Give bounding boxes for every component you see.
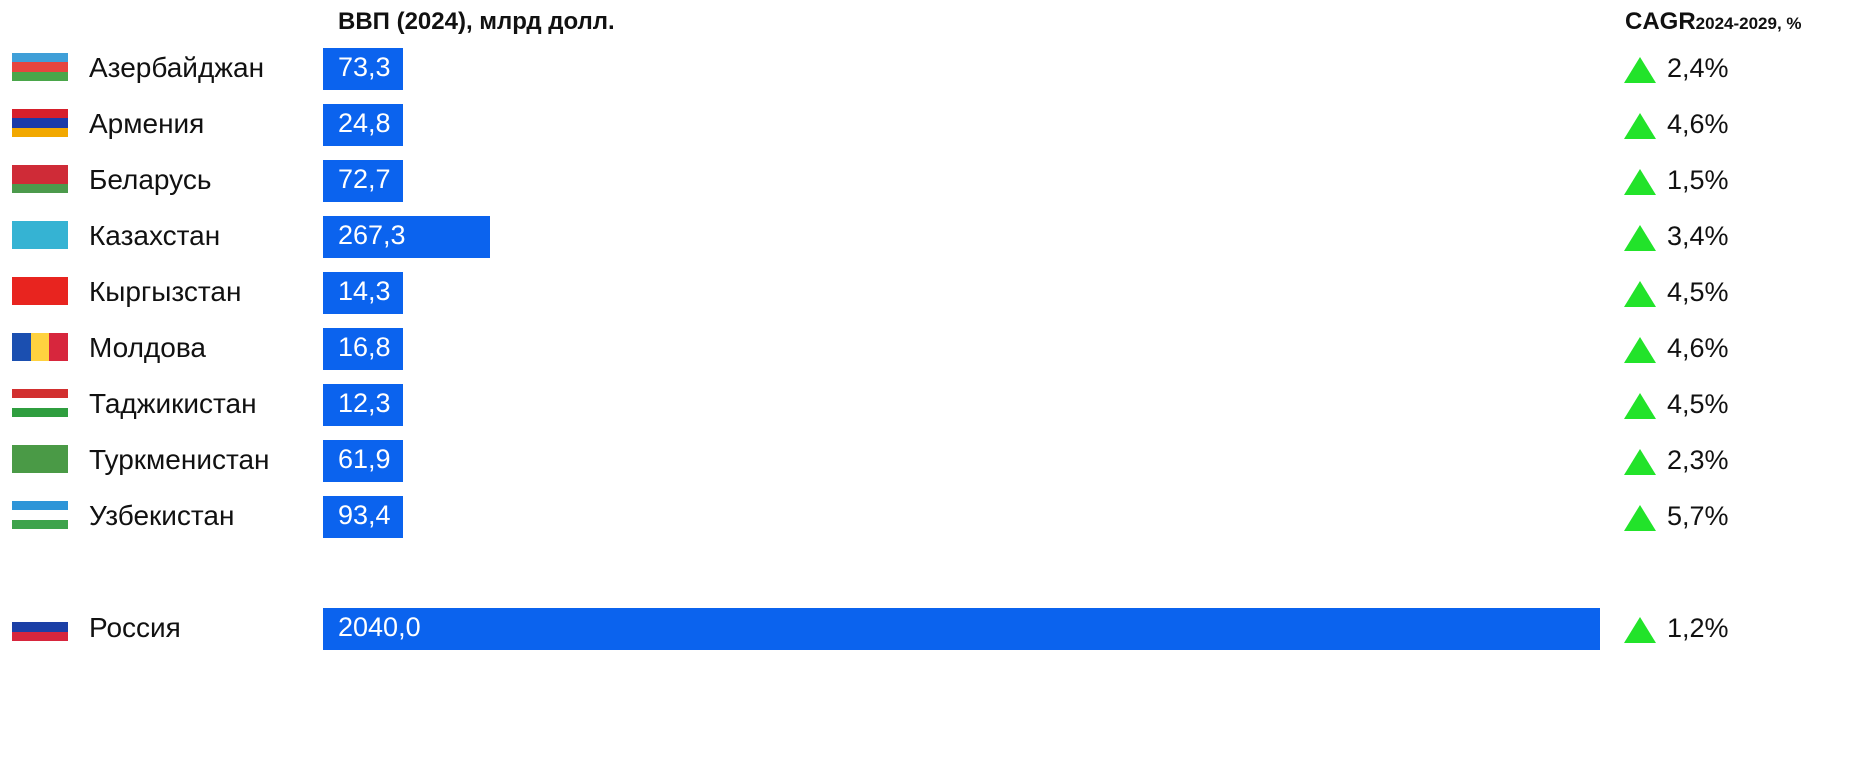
gdp-value-label: 72,7 [338,164,391,194]
gdp-column-header: ВВП (2024), млрд долл. [338,8,615,35]
chart-row: Азербайджан 73,3 2,4% [0,48,1850,98]
chart-row: Россия 2040,0 1,2% [0,608,1850,658]
armenia-flag-icon [12,109,68,137]
kyrgyzstan-flag-icon [12,277,68,305]
chart-row: Беларусь 72,7 1,5% [0,160,1850,210]
turkmenistan-flag-icon [12,445,68,473]
gdp-bar [323,104,403,146]
gdp-value-label: 14,3 [338,276,391,306]
kazakhstan-flag-icon [12,221,68,249]
country-label: Туркменистан [89,444,270,475]
cagr-header-sub: 2024-2029, % [1695,14,1802,33]
gdp-bar [323,496,403,538]
gdp-value-label: 24,8 [338,108,391,138]
trend-up-icon [1624,169,1656,195]
cagr-header-main: CAGR [1625,8,1696,35]
country-label: Россия [89,612,181,643]
cagr-value-label: 1,2% [1667,613,1729,643]
cagr-value-label: 3,4% [1667,221,1729,251]
trend-up-icon [1624,281,1656,307]
uzbekistan-flag-icon [12,501,68,529]
tajikistan-flag-icon [12,389,68,417]
gdp-value-label: 16,8 [338,332,391,362]
chart-row: Кыргызстан 14,3 4,5% [0,272,1850,322]
gdp-bar [323,608,1600,650]
gdp-bar [323,272,403,314]
chart-row: Узбекистан 93,4 5,7% [0,496,1850,546]
gdp-value-label: 61,9 [338,444,391,474]
cagr-value-label: 5,7% [1667,501,1729,531]
gdp-bar [323,328,403,370]
gdp-bar [323,160,403,202]
gdp-value-label: 12,3 [338,388,391,418]
country-label: Казахстан [89,220,221,251]
country-label: Узбекистан [89,500,235,531]
trend-up-icon [1624,505,1656,531]
cagr-value-label: 2,4% [1667,53,1729,83]
chart-row: Армения 24,8 4,6% [0,104,1850,154]
trend-up-icon [1624,225,1656,251]
trend-up-icon [1624,449,1656,475]
country-label: Армения [89,108,205,139]
belarus-flag-icon [12,165,68,193]
country-label: Таджикистан [89,388,257,419]
trend-up-icon [1624,57,1656,83]
gdp-bar [323,440,403,482]
gdp-bar [323,216,491,258]
country-label: Азербайджан [89,52,265,83]
cagr-value-label: 4,6% [1667,109,1729,139]
trend-up-icon [1624,617,1656,643]
chart-row: Таджикистан 12,3 4,5% [0,384,1850,434]
cagr-value-label: 4,5% [1667,389,1729,419]
gdp-value-label: 267,3 [338,220,406,250]
gdp-bar [323,384,403,426]
gdp-value-label: 93,4 [338,500,391,530]
chart-row: Туркменистан 61,9 2,3% [0,440,1850,490]
trend-up-icon [1624,393,1656,419]
cagr-value-label: 2,3% [1667,445,1729,475]
russia-flag-icon [12,613,68,641]
azerbaijan-flag-icon [12,53,68,81]
cagr-column-header: CAGR2024-2029, % [1625,8,1802,36]
moldova-flag-icon [12,333,68,361]
country-label: Кыргызстан [89,276,242,307]
cagr-value-label: 4,6% [1667,333,1729,363]
trend-up-icon [1624,337,1656,363]
gdp-value-label: 2040,0 [338,612,421,642]
gdp-value-label: 73,3 [338,52,391,82]
cagr-value-label: 4,5% [1667,277,1729,307]
cagr-value-label: 1,5% [1667,165,1729,195]
chart-row: Молдова 16,8 4,6% [0,328,1850,378]
chart-row: Казахстан 267,3 3,4% [0,216,1850,266]
gdp-bar [323,48,403,90]
country-label: Беларусь [89,164,212,195]
trend-up-icon [1624,113,1656,139]
country-label: Молдова [89,332,206,363]
